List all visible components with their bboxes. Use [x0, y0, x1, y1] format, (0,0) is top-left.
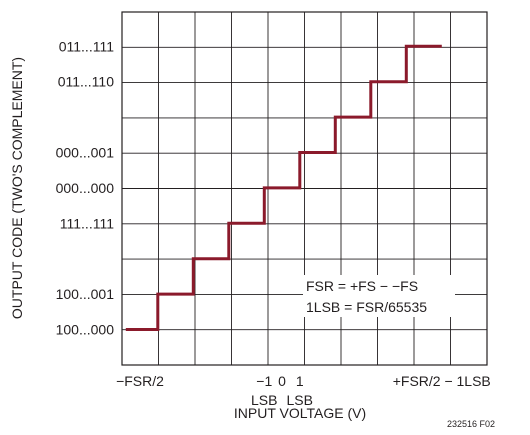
y-tick-label: 100...001 [56, 286, 115, 302]
x-tick-label: 1 [296, 373, 304, 389]
y-tick-label: 100...000 [56, 322, 115, 338]
x-tick-label: −FSR/2 [116, 373, 164, 389]
x-tick-label-line2: LSB [251, 392, 277, 408]
annotation-line-1: FSR = +FS − −FS [306, 278, 418, 294]
annotation-line-2: 1LSB = FSR/65535 [306, 299, 427, 315]
annotation-box: FSR = +FS − −FS 1LSB = FSR/65535 [303, 275, 455, 317]
x-axis-label: INPUT VOLTAGE (V) [234, 405, 366, 421]
annotation-background [303, 275, 455, 317]
y-tick-label: 000...001 [56, 145, 115, 161]
x-tick-label: 0 [278, 373, 286, 389]
y-tick-label: 011...111 [59, 38, 114, 54]
y-tick-labels: 100...000 100...001 111...111 000...000 000.… [56, 38, 115, 337]
plot-frame [121, 11, 488, 366]
x-tick-label: −1 [256, 373, 272, 389]
y-tick-label: 111...111 [60, 215, 114, 231]
figure-id: 232516 F02 [447, 419, 495, 429]
series-group [125, 44, 442, 331]
y-tick-label: 000...000 [56, 180, 115, 196]
x-tick-label-line2: LSB [287, 392, 313, 408]
staircase-transfer-line [125, 44, 442, 331]
y-tick-label: 011...110 [58, 74, 115, 90]
y-axis-label: OUTPUT CODE (TWO'S COMPLEMENT) [9, 57, 25, 319]
x-tick-label: +FSR/2 − 1LSB [393, 373, 491, 389]
